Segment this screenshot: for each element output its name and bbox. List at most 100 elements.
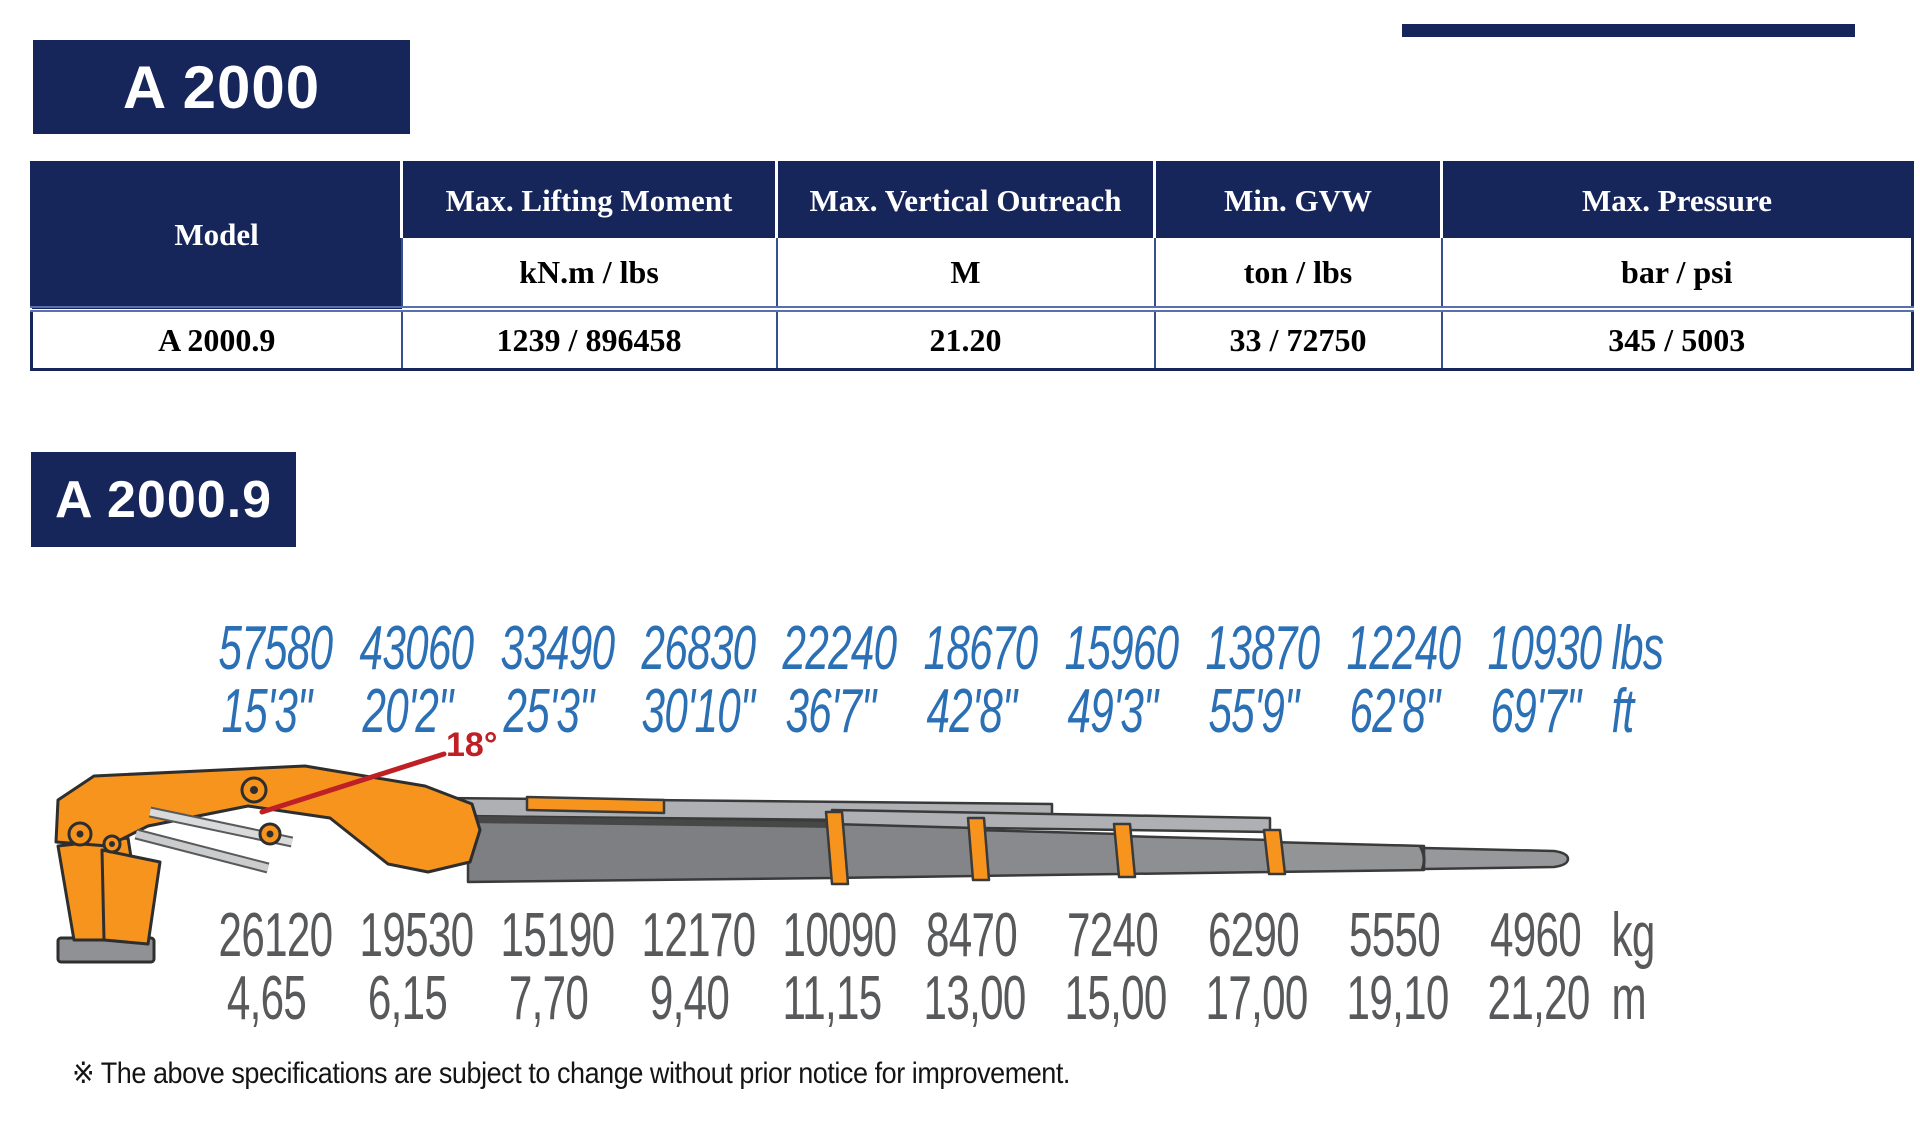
boom-collar	[1112, 822, 1137, 879]
load-value: 10090	[782, 901, 898, 970]
reach-unit: ft	[1611, 677, 1634, 746]
reach-value: 15,00	[1064, 964, 1168, 1033]
col-header-model: Model	[31, 162, 402, 309]
reach-value: 6,15	[367, 964, 448, 1033]
reach-value: 49'3"	[1067, 677, 1159, 746]
load-value: 5550	[1348, 901, 1441, 970]
imperial-load-point: 22240 36'7"	[760, 617, 901, 743]
metric-units: kg m	[1606, 904, 1698, 1030]
metric-load-point: 12170 9,40	[619, 904, 760, 1030]
imperial-load-point: 18670 42'8"	[901, 617, 1042, 743]
load-value: 57580	[218, 614, 334, 683]
col-header-lifting-moment: Max. Lifting Moment	[400, 162, 777, 238]
reach-value: 25'3"	[503, 677, 595, 746]
load-value: 6290	[1207, 901, 1300, 970]
metric-load-point: 6290 17,00	[1183, 904, 1324, 1030]
unit-gvw: ton / lbs	[1153, 238, 1442, 309]
reach-value: 4,65	[226, 964, 307, 1033]
imperial-load-point: 12240 62'8"	[1324, 617, 1465, 743]
imperial-capacity-row: 57580 15'3" 43060 20'2" 33490 25'3" 2683…	[196, 617, 1698, 743]
col-header-gvw: Min. GVW	[1153, 162, 1442, 238]
angle-label: 18°	[446, 726, 498, 764]
folded-jib	[100, 848, 162, 946]
metric-capacity-row: 26120 4,65 19530 6,15 15190 7,70 12170 9…	[196, 904, 1698, 1030]
reach-value: 69'7"	[1490, 677, 1582, 746]
series-title: A 2000	[33, 40, 410, 134]
load-value: 19530	[359, 901, 475, 970]
reach-value: 9,40	[649, 964, 730, 1033]
reach-value: 20'2"	[362, 677, 454, 746]
boom-collar	[1262, 828, 1287, 876]
reach-value: 42'8"	[926, 677, 1018, 746]
spec-row: A 2000.9 1239 / 896458 21.20 33 / 72750 …	[31, 306, 1913, 370]
load-value: 15960	[1064, 614, 1180, 683]
reach-value: 55'9"	[1208, 677, 1300, 746]
col-header-vertical-outreach: Max. Vertical Outreach	[775, 162, 1155, 238]
reach-value: 11,15	[782, 964, 883, 1033]
load-value: 22240	[782, 614, 898, 683]
load-value: 43060	[359, 614, 475, 683]
imperial-load-point: 33490 25'3"	[478, 617, 619, 743]
metric-load-point: 7240 15,00	[1042, 904, 1183, 1030]
load-value: 13870	[1205, 614, 1321, 683]
reach-value: 62'8"	[1349, 677, 1441, 746]
reach-value: 36'7"	[785, 677, 877, 746]
load-value: 26120	[218, 901, 334, 970]
footnote-text: ※ The above specifications are subject t…	[72, 1057, 1070, 1090]
footnote: ※ The above specifications are subject t…	[72, 1056, 1181, 1091]
metric-load-point: 15190 7,70	[478, 904, 619, 1030]
header-rule	[1402, 24, 1855, 37]
imperial-load-point: 26830 30'10"	[619, 617, 760, 743]
crane-illustration	[54, 751, 1570, 964]
load-value: 12240	[1346, 614, 1462, 683]
spec-value-lifting-moment: 1239 / 896458	[400, 306, 777, 370]
load-unit: lbs	[1611, 614, 1664, 683]
telescopic-boom	[438, 795, 1570, 886]
crane-base	[54, 764, 482, 964]
unit-vertical-outreach: M	[775, 238, 1155, 309]
imperial-load-point: 13870 55'9"	[1183, 617, 1324, 743]
reach-value: 17,00	[1205, 964, 1309, 1033]
spec-value-gvw: 33 / 72750	[1153, 306, 1442, 370]
metric-load-point: 10090 11,15	[760, 904, 901, 1030]
load-value: 18670	[923, 614, 1039, 683]
spec-value-vertical-outreach: 21.20	[775, 306, 1155, 370]
load-value: 7240	[1066, 901, 1159, 970]
load-value: 12170	[641, 901, 757, 970]
imperial-load-point: 10930 69'7"	[1465, 617, 1606, 743]
reach-value: 13,00	[923, 964, 1027, 1033]
reach-value: 30'10"	[641, 677, 755, 746]
spec-table: Model Max. Lifting Moment Max. Vertical …	[30, 161, 1914, 371]
boom-top-band	[525, 795, 666, 815]
boom-collar	[824, 810, 850, 886]
pivot-joints	[67, 776, 282, 854]
metric-load-point: 19530 6,15	[337, 904, 478, 1030]
reach-value: 21,20	[1487, 964, 1591, 1033]
load-value: 26830	[641, 614, 757, 683]
load-value: 8470	[925, 901, 1018, 970]
unit-lifting-moment: kN.m / lbs	[400, 238, 777, 309]
imperial-load-point: 43060 20'2"	[337, 617, 478, 743]
imperial-units: lbs ft	[1606, 617, 1698, 743]
metric-load-point: 8470 13,00	[901, 904, 1042, 1030]
load-value: 10930	[1487, 614, 1603, 683]
col-header-pressure: Max. Pressure	[1440, 162, 1913, 238]
load-value: 33490	[500, 614, 616, 683]
load-value: 4960	[1489, 901, 1582, 970]
metric-load-point: 5550 19,10	[1324, 904, 1465, 1030]
reach-value: 15'3"	[221, 677, 313, 746]
model-title: A 2000.9	[31, 452, 296, 547]
metric-load-point: 26120 4,65	[196, 904, 337, 1030]
reach-value: 7,70	[508, 964, 589, 1033]
spec-value-pressure: 345 / 5003	[1440, 306, 1913, 370]
angle-callout-line	[259, 751, 447, 815]
imperial-load-point: 15960 49'3"	[1042, 617, 1183, 743]
boom-joint-notch	[1418, 845, 1426, 871]
load-unit: kg	[1611, 901, 1655, 970]
unit-pressure: bar / psi	[1440, 238, 1913, 309]
metric-load-point: 4960 21,20	[1465, 904, 1606, 1030]
imperial-load-point: 57580 15'3"	[196, 617, 337, 743]
load-value: 15190	[500, 901, 616, 970]
reach-value: 19,10	[1346, 964, 1450, 1033]
